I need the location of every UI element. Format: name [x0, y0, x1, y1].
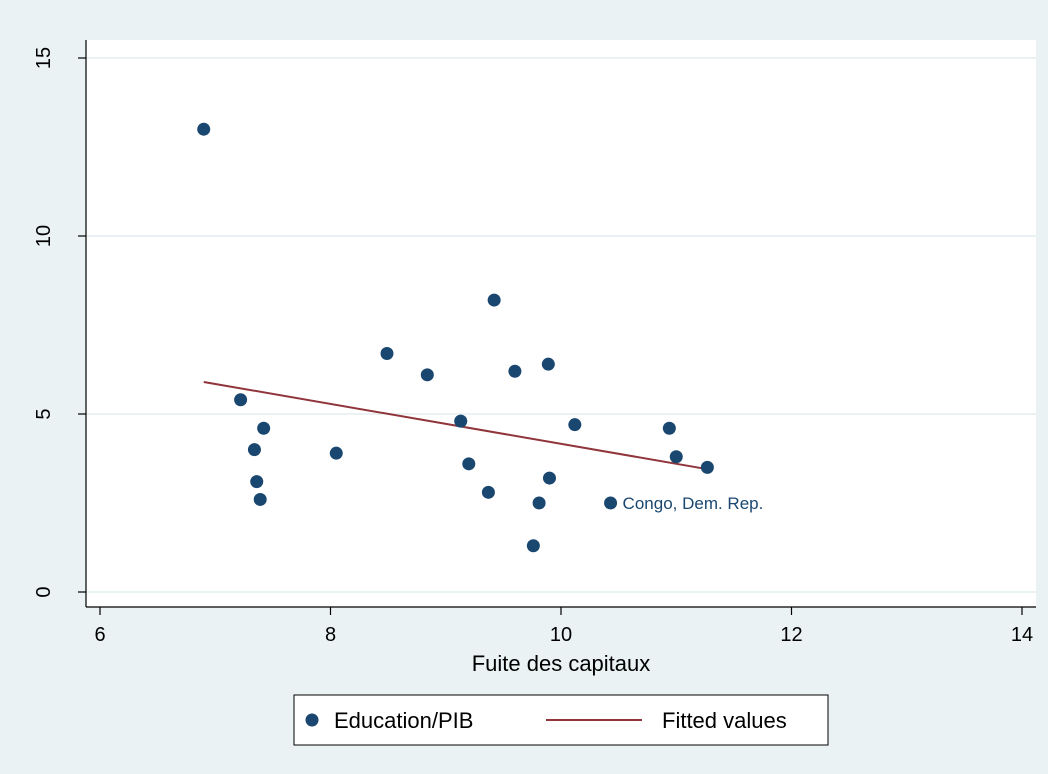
- scatter-point: [234, 393, 248, 407]
- scatter-point: [508, 364, 522, 378]
- scatter-point: [257, 421, 271, 435]
- fitted-line-layer: [203, 380, 708, 471]
- grid-lines: [86, 57, 1036, 593]
- point-annotation: Congo, Dem. Rep.: [623, 494, 764, 513]
- scatter-point: [420, 368, 434, 382]
- legend-label-fitted: Fitted values: [662, 708, 787, 733]
- scatter-point: [380, 346, 394, 360]
- y-tick-label: 5: [33, 408, 55, 419]
- scatter-point: [250, 475, 264, 489]
- x-tick-label: 10: [550, 624, 572, 646]
- x-tick-label: 8: [325, 624, 336, 646]
- scatter-point: [568, 418, 582, 432]
- y-tick-label: 0: [33, 586, 55, 597]
- scatter-point: [454, 414, 468, 428]
- tick-marks: 0 5 10 15 6 8 10 12 14: [33, 47, 1033, 646]
- x-tick-label: 14: [1011, 624, 1033, 646]
- scatter-point: [700, 460, 714, 474]
- y-tick-label: 15: [33, 47, 55, 69]
- scatter-point: [247, 443, 261, 457]
- y-tick-label: 10: [33, 225, 55, 247]
- fitted-line: [203, 380, 708, 471]
- scatter-point: [481, 485, 495, 499]
- scatter-point: [541, 357, 555, 371]
- plot-area: [86, 40, 1036, 607]
- scatter-point: [542, 471, 556, 485]
- annotations: Congo, Dem. Rep.: [623, 494, 764, 513]
- scatter-point: [669, 450, 683, 464]
- legend: Education/PIB Fitted values: [293, 694, 829, 746]
- scatter-point: [604, 496, 618, 510]
- scatter-point: [532, 496, 546, 510]
- x-tick-label: 6: [94, 624, 105, 646]
- scatter-point: [253, 492, 267, 506]
- scatter-point: [662, 421, 676, 435]
- scatter-point: [487, 293, 501, 307]
- scatter-point: [526, 539, 540, 553]
- scatter-point: [329, 446, 343, 460]
- data-points: [197, 122, 714, 553]
- x-axis-title: Fuite des capitaux: [472, 651, 651, 676]
- legend-label-education: Education/PIB: [334, 708, 473, 733]
- legend-marker-education: [305, 713, 319, 727]
- scatter-point: [462, 457, 476, 471]
- x-tick-label: 12: [780, 624, 802, 646]
- scatter-point: [197, 122, 211, 136]
